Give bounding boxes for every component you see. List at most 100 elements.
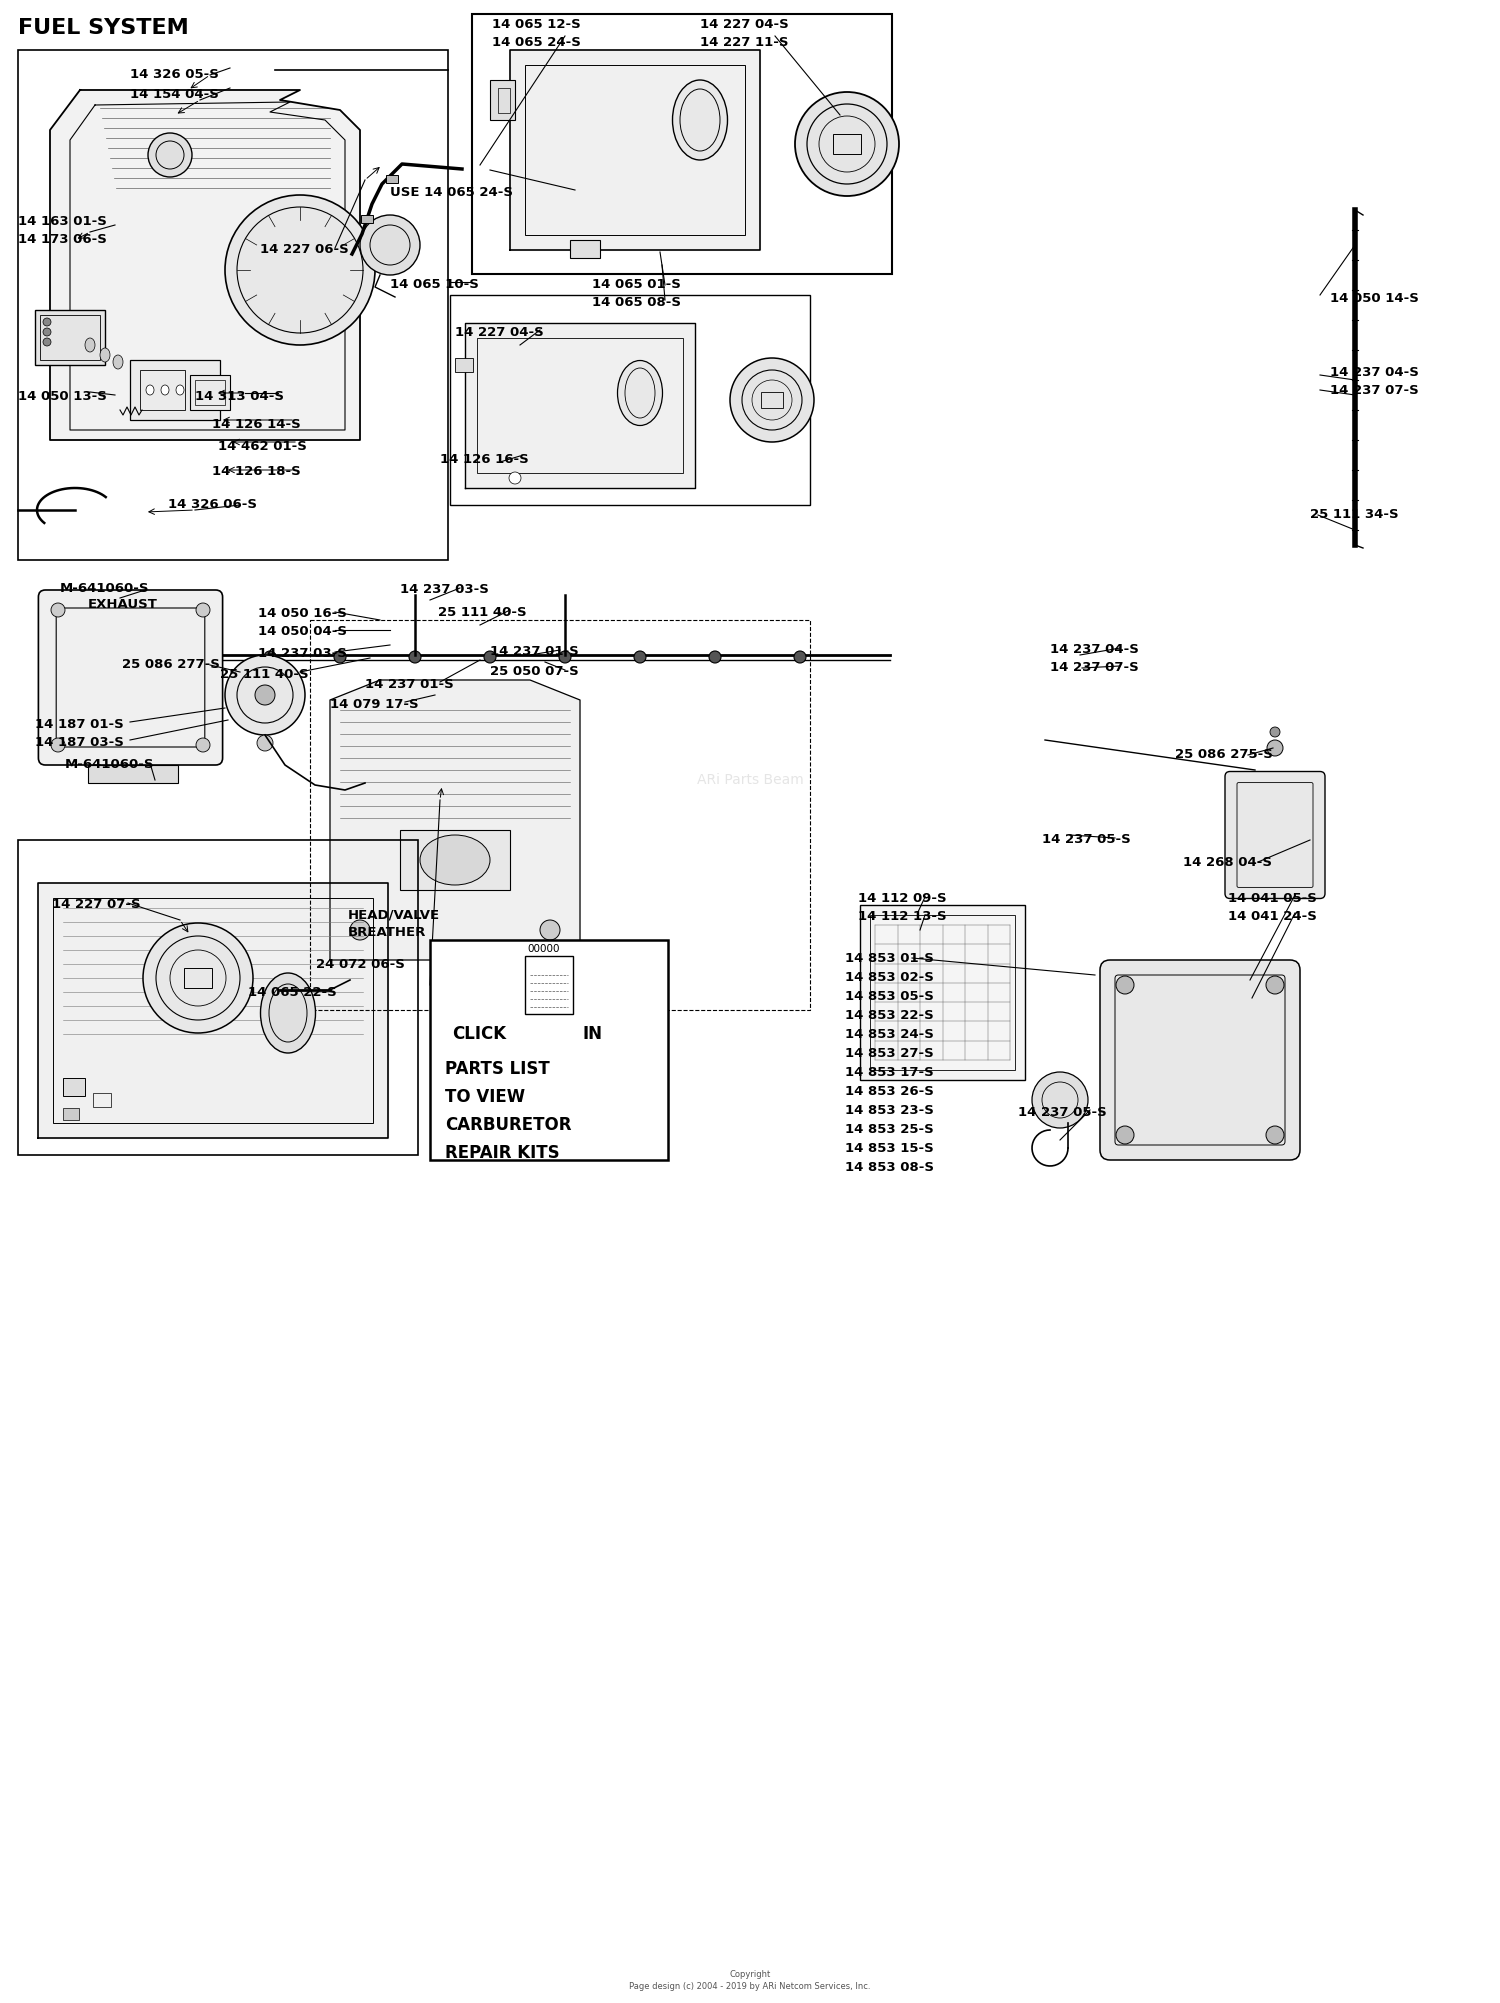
Text: 14 126 16-S: 14 126 16-S [440, 453, 528, 467]
Circle shape [255, 685, 274, 705]
Bar [34, 310, 105, 365]
Circle shape [256, 735, 273, 751]
Circle shape [51, 737, 64, 751]
Text: 14 065 10-S: 14 065 10-S [390, 278, 478, 290]
Circle shape [560, 651, 572, 663]
Text: 14 050 14-S: 14 050 14-S [1330, 292, 1419, 304]
Text: 14 112 09-S: 14 112 09-S [858, 891, 946, 905]
Circle shape [142, 923, 254, 1034]
FancyBboxPatch shape [1100, 959, 1300, 1160]
Text: 14 173 06-S: 14 173 06-S [18, 232, 106, 246]
Text: M-641060-S: M-641060-S [60, 583, 150, 595]
Text: M-641060-S: M-641060-S [64, 757, 154, 771]
Circle shape [1266, 975, 1284, 993]
Text: Copyright: Copyright [729, 1971, 771, 1979]
Text: 14 853 17-S: 14 853 17-S [844, 1066, 933, 1080]
Text: 14 462 01-S: 14 462 01-S [217, 441, 308, 453]
Circle shape [225, 194, 375, 345]
Ellipse shape [420, 835, 491, 885]
Text: 14 065 22-S: 14 065 22-S [248, 985, 338, 999]
Polygon shape [38, 883, 388, 1138]
Text: 14 237 04-S: 14 237 04-S [1050, 643, 1138, 657]
Circle shape [634, 651, 646, 663]
Text: 14 853 01-S: 14 853 01-S [844, 951, 934, 965]
Circle shape [509, 473, 520, 485]
Circle shape [44, 328, 51, 337]
Text: 14 313 04-S: 14 313 04-S [195, 391, 284, 403]
Circle shape [540, 919, 560, 939]
Bar [498, 88, 510, 112]
Text: 14 853 08-S: 14 853 08-S [844, 1162, 934, 1174]
Text: 14 853 25-S: 14 853 25-S [844, 1124, 933, 1136]
Bar [490, 80, 514, 120]
Text: 14 326 05-S: 14 326 05-S [130, 68, 219, 80]
Text: PARTS LIST: PARTS LIST [446, 1060, 549, 1078]
Text: 14 237 03-S: 14 237 03-S [258, 647, 347, 661]
Text: HEAD/VALVE: HEAD/VALVE [348, 907, 439, 921]
Bar [184, 967, 211, 987]
Text: 14 853 05-S: 14 853 05-S [844, 989, 934, 1004]
Text: Page design (c) 2004 - 2019 by ARi Netcom Services, Inc.: Page design (c) 2004 - 2019 by ARi Netco… [630, 1983, 870, 1991]
Bar [53, 897, 374, 1124]
Bar [386, 174, 398, 182]
Text: IN: IN [582, 1026, 602, 1044]
Bar [140, 371, 184, 411]
Polygon shape [465, 322, 694, 489]
Circle shape [1270, 727, 1280, 737]
Text: 14 853 24-S: 14 853 24-S [844, 1028, 934, 1042]
Text: 25 111 40-S: 25 111 40-S [220, 667, 309, 681]
Ellipse shape [672, 80, 728, 160]
Polygon shape [50, 90, 360, 441]
Ellipse shape [112, 355, 123, 369]
Text: 14 126 14-S: 14 126 14-S [211, 419, 302, 431]
Bar [18, 50, 448, 561]
Circle shape [794, 651, 806, 663]
Text: 00000: 00000 [526, 943, 560, 953]
Circle shape [225, 655, 304, 735]
Bar [859, 905, 1024, 1080]
Circle shape [44, 339, 51, 347]
Text: 14 853 23-S: 14 853 23-S [844, 1104, 934, 1118]
Text: 14 853 22-S: 14 853 22-S [844, 1010, 933, 1022]
Bar [63, 1108, 80, 1120]
Text: 14 065 24-S: 14 065 24-S [492, 36, 580, 48]
Text: 14 237 05-S: 14 237 05-S [1019, 1106, 1107, 1120]
Text: 14 050 04-S: 14 050 04-S [258, 625, 347, 639]
Text: 25 050 07-S: 25 050 07-S [490, 665, 579, 677]
Text: 14 227 06-S: 14 227 06-S [260, 242, 350, 256]
Bar [40, 314, 101, 361]
Bar [472, 14, 892, 274]
Bar [870, 915, 1016, 1070]
Circle shape [410, 651, 422, 663]
Ellipse shape [176, 385, 184, 395]
Bar [93, 1094, 111, 1108]
Bar [477, 339, 682, 473]
Polygon shape [330, 679, 580, 959]
FancyBboxPatch shape [1226, 771, 1324, 899]
Text: 25 111 34-S: 25 111 34-S [1310, 509, 1398, 521]
Text: 14 237 01-S: 14 237 01-S [364, 677, 454, 691]
Text: 14 112 13-S: 14 112 13-S [858, 909, 946, 923]
Text: 14 050 13-S: 14 050 13-S [18, 391, 106, 403]
Bar [400, 829, 510, 889]
Text: TO VIEW: TO VIEW [446, 1088, 525, 1106]
Circle shape [795, 92, 898, 196]
Circle shape [148, 132, 192, 176]
Circle shape [730, 359, 815, 443]
Circle shape [1116, 1126, 1134, 1144]
Bar [833, 134, 861, 154]
Bar [570, 240, 600, 258]
Text: 14 237 03-S: 14 237 03-S [400, 583, 489, 597]
Circle shape [1266, 1126, 1284, 1144]
Text: CARBURETOR: CARBURETOR [446, 1116, 572, 1134]
Circle shape [196, 603, 210, 617]
Bar [88, 765, 178, 783]
Text: FUEL SYSTEM: FUEL SYSTEM [18, 18, 189, 38]
Circle shape [484, 651, 496, 663]
Bar [190, 375, 230, 411]
Text: 14 268 04-S: 14 268 04-S [1184, 855, 1272, 869]
Ellipse shape [261, 973, 315, 1054]
Bar [195, 381, 225, 405]
Text: 14 853 02-S: 14 853 02-S [844, 971, 934, 983]
FancyBboxPatch shape [39, 591, 222, 765]
